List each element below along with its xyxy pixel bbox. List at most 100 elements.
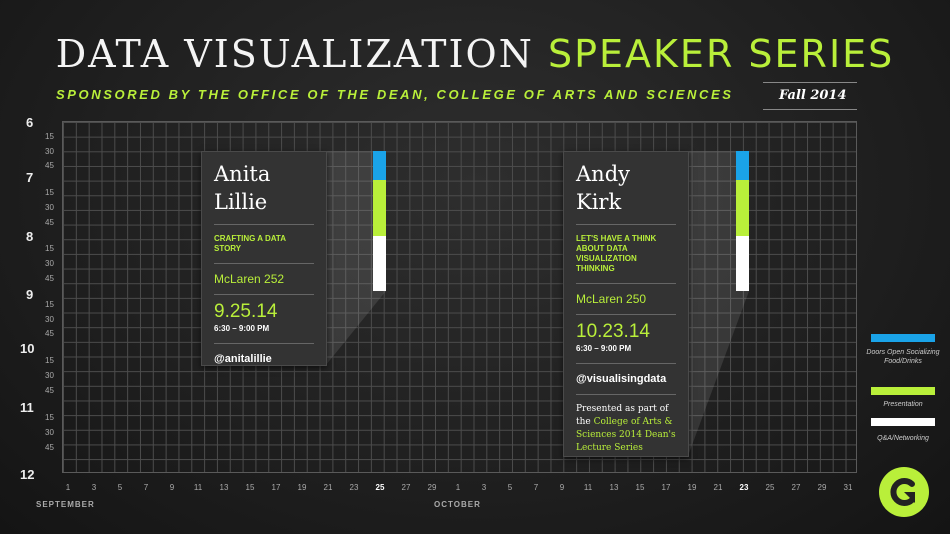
event-time: 6:30 – 9:00 PM [576,343,676,364]
legend-label-doors: Doors Open Socializing Food/Drinks [866,349,940,365]
quarter-label: 15 [45,413,54,422]
day-label: 29 [817,483,827,492]
quarter-label: 15 [45,188,54,197]
event-date: 9.25.14 [214,301,278,322]
c-logo-icon [879,467,929,517]
legend-swatch-presentation [871,387,935,395]
day-label: 27 [791,483,801,492]
talk-title: CRAFTING A DATA STORY [214,225,314,264]
day-label: 5 [507,483,513,492]
speaker-first-name: Anita [214,162,271,186]
quarter-label: 30 [45,315,54,324]
legend-label-qa: Q&A/Networking [877,435,929,442]
legend-swatch-doors [871,334,935,342]
day-label: 29 [427,483,437,492]
hour-label: 8 [26,229,34,244]
day-label: 7 [143,483,149,492]
event-room: McLaren 250 [576,284,676,315]
month-label-september: SEPTEMBER [36,500,95,509]
quarter-label: 15 [45,132,54,141]
event-bar-presentation [736,180,749,236]
page-title: DATA VISUALIZATION SPEAKER SERIES [0,32,950,76]
event-bar-qa [736,236,749,291]
event-bar-doors-open [736,151,749,180]
season-label: Fall 2014 [779,88,847,103]
calendar-grid [62,121,857,473]
day-label: 1 [65,483,71,492]
event-date: 10.23.14 [576,321,650,342]
legend-label-presentation: Presentation [883,401,923,408]
quarter-label: 45 [45,443,54,452]
day-label: 17 [661,483,671,492]
hour-label: 7 [26,170,34,185]
hour-label: 10 [20,341,35,356]
event-callout-wedge [688,151,749,456]
day-label-highlighted: 23 [739,483,749,492]
day-label: 15 [245,483,255,492]
title-part-2: SPEAKER SERIES [547,32,895,76]
quarter-label: 30 [45,371,54,380]
event-bar-presentation [373,180,386,236]
event-room: McLaren 252 [214,264,314,295]
hour-label: 9 [26,287,34,302]
day-label: 19 [297,483,307,492]
day-label: 11 [193,483,203,492]
season-badge: Fall 2014 [763,82,857,110]
hour-label: 11 [20,400,34,415]
talk-title: LET'S HAVE A THINK ABOUT DATA VISUALIZAT… [576,225,676,284]
event-bar-doors-open [373,151,386,180]
quarter-label: 30 [45,428,54,437]
twitter-handle: @visualisingdata [576,373,667,385]
quarter-label: 30 [45,259,54,268]
day-label: 15 [635,483,645,492]
event-card-anita-lillie: Anita Lillie CRAFTING A DATA STORY McLar… [201,151,327,366]
day-label: 23 [349,483,359,492]
day-label: 27 [401,483,411,492]
speaker-last-name: Lillie [214,190,268,214]
speaker-name: Andy Kirk [576,160,676,225]
quarter-label: 45 [45,274,54,283]
event-note: Presented as part of the College of Arts… [576,394,676,455]
quarter-label: 45 [45,218,54,227]
hour-label: 12 [20,467,35,482]
twitter-handle: @anitalillie [214,353,272,365]
day-label: 19 [687,483,697,492]
speaker-last-name: Kirk [576,190,622,214]
day-label: 21 [323,483,333,492]
day-label: 17 [271,483,281,492]
day-label: 3 [481,483,487,492]
legend-swatch-qa [871,418,935,426]
quarter-label: 15 [45,244,54,253]
sponsor-subtitle: SPONSORED BY THE OFFICE OF THE DEAN, COL… [56,87,734,102]
month-label-october: OCTOBER [434,500,481,509]
day-label: 7 [533,483,539,492]
quarter-label: 30 [45,147,54,156]
title-part-1: DATA VISUALIZATION [55,32,534,76]
day-label: 25 [765,483,775,492]
quarter-label: 15 [45,356,54,365]
speaker-name: Anita Lillie [214,160,314,225]
quarter-label: 45 [45,386,54,395]
event-callout-wedge [326,151,386,365]
day-label: 13 [219,483,229,492]
note-text: Presented as part of the [576,404,669,427]
day-label-highlighted: 25 [375,483,385,492]
day-label: 9 [559,483,565,492]
hour-label: 6 [26,115,34,130]
day-label: 31 [843,483,853,492]
logo-mark [890,478,915,506]
day-label: 11 [583,483,593,492]
quarter-label: 45 [45,161,54,170]
quarter-label: 30 [45,203,54,212]
day-label: 3 [91,483,97,492]
day-label: 5 [117,483,123,492]
note-highlight: College of Arts & Sciences 2014 Dean's L… [576,417,676,453]
event-time: 6:30 – 9:00 PM [214,323,314,344]
event-bar-qa [373,236,386,291]
quarter-label: 45 [45,329,54,338]
day-label: 1 [455,483,461,492]
day-label: 9 [169,483,175,492]
day-label: 13 [609,483,619,492]
event-card-andy-kirk: Andy Kirk LET'S HAVE A THINK ABOUT DATA … [563,151,689,457]
